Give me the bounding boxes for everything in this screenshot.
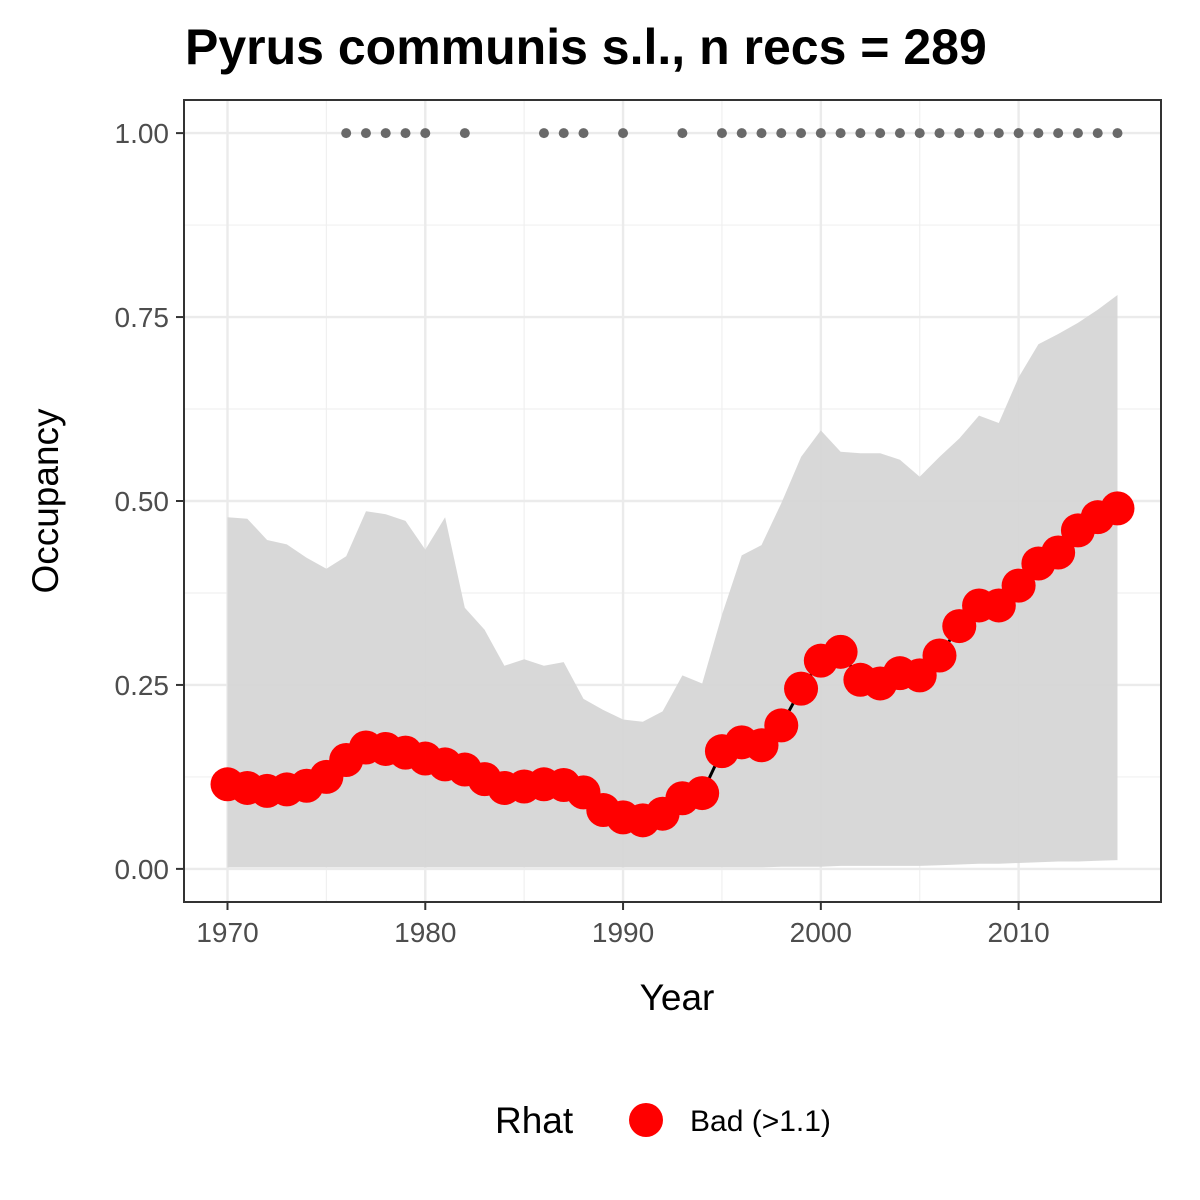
record-year-marker [875,128,886,139]
record-year-marker [716,128,727,139]
plot-area [183,99,1162,903]
record-year-marker [914,128,925,139]
occupancy-point [784,671,819,706]
record-year-marker [796,128,807,139]
record-year-marker [736,128,747,139]
record-year-marker [380,128,391,139]
record-year-marker [993,128,1004,139]
y-tick-label: 0.25 [115,670,170,701]
occupancy-point [1001,568,1036,603]
legend-key-marker [629,1103,663,1137]
record-year-marker [1092,128,1103,139]
x-tick-label: 2000 [790,917,852,948]
record-year-marker [835,128,846,139]
confidence-ribbon [227,295,1118,868]
occupancy-point [685,776,720,811]
record-year-marker [815,128,826,139]
record-year-marker [1072,128,1083,139]
chart-title: Pyrus communis s.l., n recs = 289 [185,19,987,75]
x-axis-title: Year [640,977,715,1018]
record-year-marker [855,128,866,139]
axes: 1970 1980 1990 2000 2010 0.00 0.25 0.50 0.75 1.00 [115,118,1050,948]
x-tick-label: 1980 [394,917,456,948]
occupancy-point [823,634,858,669]
record-year-marker [1112,128,1123,139]
record-year-marker [934,128,945,139]
y-tick-label: 0.75 [115,302,170,333]
record-year-marker [578,128,589,139]
legend: Rhat Bad (>1.1) [495,1100,831,1141]
x-tick-label: 1990 [592,917,654,948]
y-tick-label: 1.00 [115,118,170,149]
record-year-marker [360,128,371,139]
record-year-marker [1013,128,1024,139]
record-year-marker [776,128,787,139]
record-year-marker [894,128,905,139]
occupancy-points [210,491,1135,838]
record-year-marker [618,128,629,139]
x-tick-label: 1970 [196,917,258,948]
record-year-marker [1033,128,1044,139]
record-markers [341,128,1123,139]
record-year-marker [558,128,569,139]
record-year-marker [954,128,965,139]
record-year-marker [400,128,411,139]
y-tick-label: 0.50 [115,486,170,517]
occupancy-point [764,708,799,743]
ci-ribbon [227,295,1118,868]
record-year-marker [420,128,431,139]
legend-label: Bad (>1.1) [690,1105,831,1138]
record-year-marker [341,128,352,139]
occupancy-point [1041,535,1076,570]
record-year-marker [538,128,549,139]
record-year-marker [677,128,688,139]
record-year-marker [756,128,767,139]
y-tick-label: 0.00 [115,854,170,885]
record-year-marker [1053,128,1064,139]
record-year-marker [974,128,985,139]
occupancy-point [1100,491,1135,526]
legend-title: Rhat [495,1100,574,1141]
occupancy-point [922,638,957,673]
record-year-marker [459,128,470,139]
x-tick-label: 2010 [987,917,1049,948]
y-axis-title: Occupancy [25,408,66,594]
